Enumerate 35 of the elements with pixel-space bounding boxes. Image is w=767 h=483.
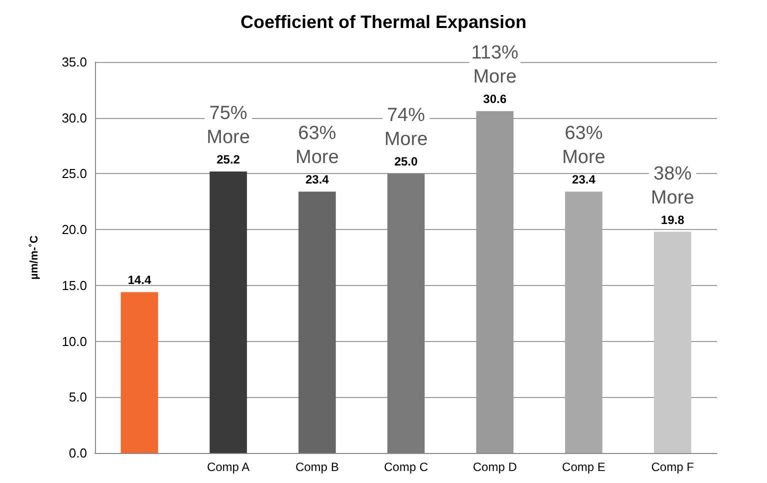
bar [565, 192, 602, 453]
annotation: 63% More [295, 123, 339, 168]
annotation: 74% More [384, 105, 428, 150]
data-label: 30.6 [483, 92, 507, 106]
data-label: 19.8 [660, 212, 685, 227]
chart-title: Coefficient of Thermal Expansion [240, 12, 527, 32]
x-tick-label: Comp E [562, 460, 606, 474]
annotation: 75% More [206, 102, 250, 148]
data-label: 25.2 [216, 152, 240, 166]
data-label: 14.4 [128, 273, 152, 288]
y-tick-label: 20.0 [62, 222, 87, 238]
bar [210, 171, 247, 453]
y-tick-label: 0.0 [68, 446, 87, 460]
annotation: 38% More [650, 163, 694, 208]
data-label: 23.4 [572, 172, 596, 187]
y-tick-label: 10.0 [62, 334, 87, 349]
x-tick-label: Comp F [651, 460, 694, 474]
y-tick-label: 15.0 [62, 278, 87, 293]
bar [120, 292, 158, 453]
data-label: 25.0 [394, 154, 418, 169]
y-tick-label: 25.0 [62, 166, 87, 182]
x-tick-label: Comp B [295, 460, 339, 474]
data-label: 23.4 [305, 172, 330, 187]
annotation: 63% More [562, 123, 606, 168]
y-tick-label: 30.0 [62, 110, 87, 126]
x-tick-label: Comp D [472, 460, 518, 474]
y-axis-title: µm/m-˚C [28, 235, 40, 280]
bar [654, 232, 692, 453]
y-tick-label: 35.0 [62, 54, 87, 70]
bar [298, 192, 336, 453]
y-tick-label: 5.0 [68, 390, 87, 405]
x-tick-label: Comp C [384, 460, 428, 474]
annotation: 113% More [471, 42, 519, 88]
x-tick-label: Comp A [206, 460, 250, 474]
bar [387, 174, 425, 453]
